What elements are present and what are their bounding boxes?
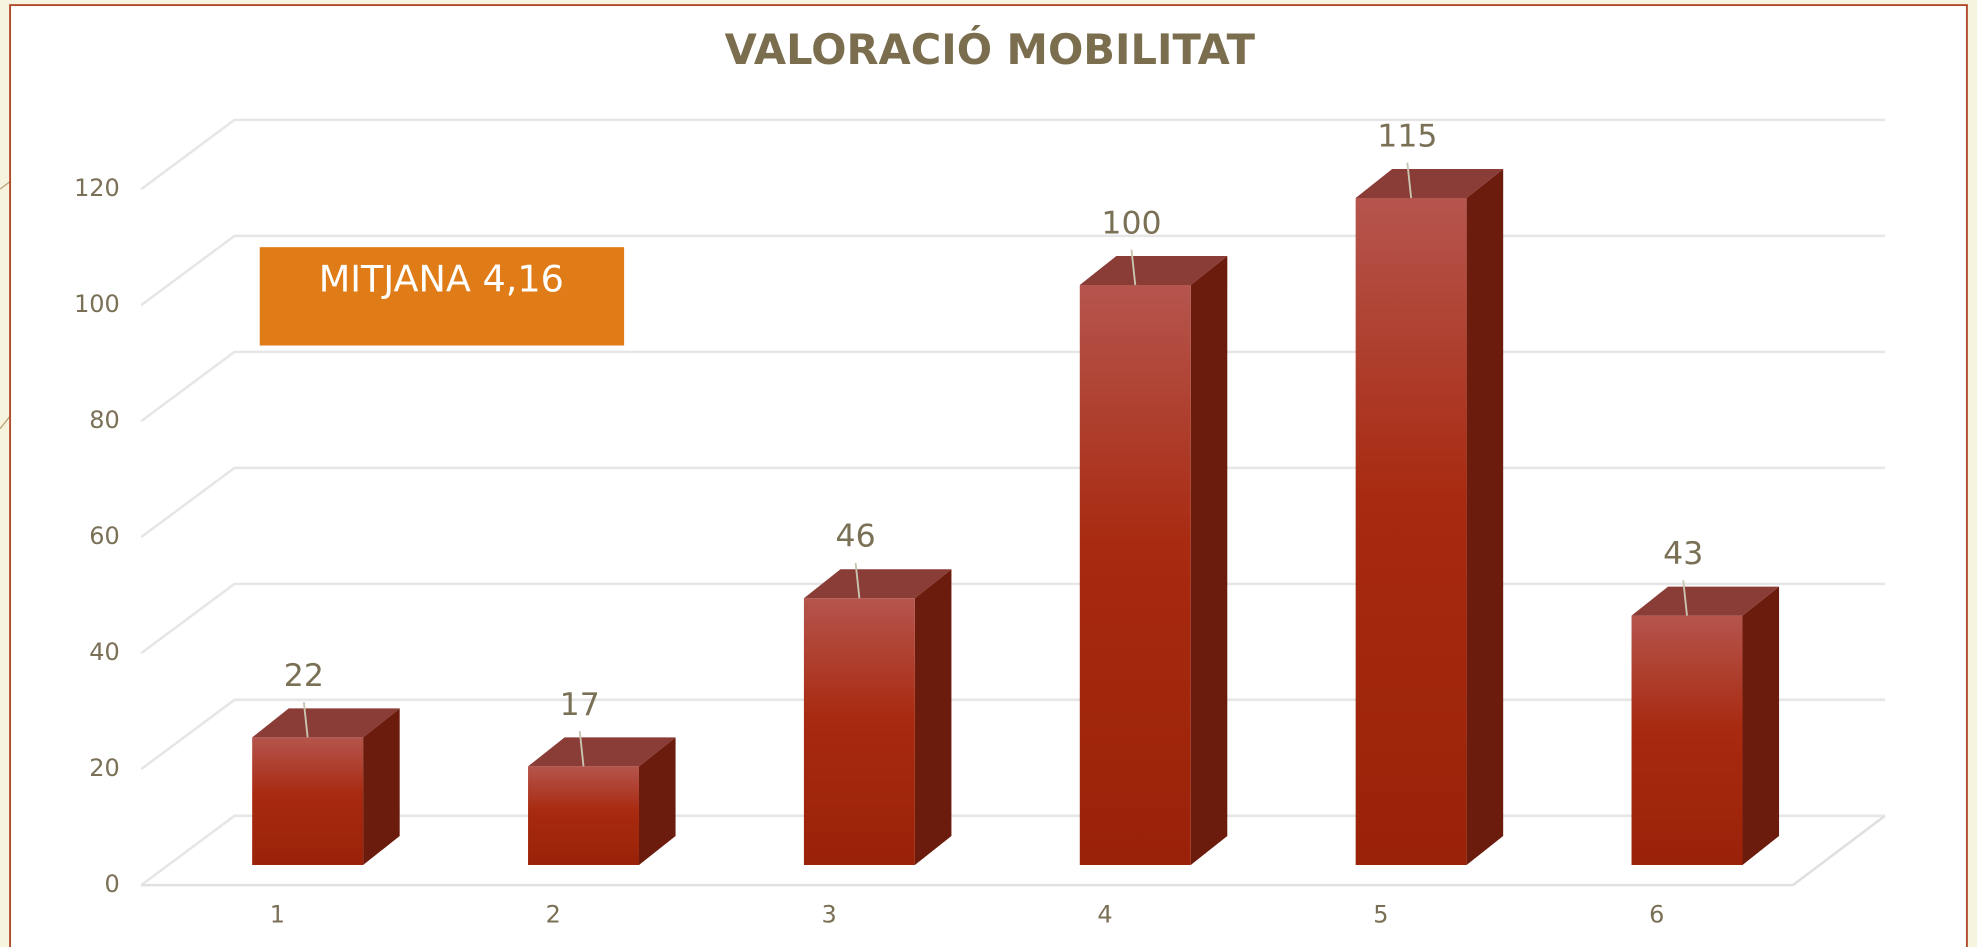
grid-line <box>140 118 1885 191</box>
bar <box>1631 615 1743 865</box>
data-label: 17 <box>560 687 600 723</box>
floor-line <box>1792 814 1886 887</box>
grid-line <box>140 234 1885 307</box>
decor <box>0 181 11 190</box>
bar-side <box>1190 256 1228 865</box>
bar <box>1079 285 1191 865</box>
chart-title: VALORACIÓ MOBILITAT <box>725 25 1256 74</box>
y-tick-label: 40 <box>89 638 119 666</box>
grid-line <box>140 814 1885 887</box>
leader-line <box>1406 162 1413 199</box>
bar-side <box>1742 586 1780 865</box>
bar-side <box>1466 169 1504 865</box>
bar-top <box>1631 586 1780 616</box>
annotation-box <box>259 247 625 346</box>
bar <box>1355 198 1467 865</box>
leader-line <box>302 701 309 738</box>
bar-side <box>638 737 676 865</box>
bar-side <box>363 708 400 865</box>
y-tick-label: 100 <box>74 290 120 318</box>
grid-line <box>140 350 1885 423</box>
bar-top <box>252 708 400 738</box>
data-label: 43 <box>1663 536 1703 572</box>
bar-top <box>528 737 676 767</box>
y-tick-label: 120 <box>74 174 120 202</box>
x-tick-label: 1 <box>270 900 285 928</box>
leader-line <box>854 562 861 599</box>
leader-line <box>578 730 585 767</box>
bar-side <box>914 569 952 865</box>
y-tick-label: 20 <box>89 754 119 782</box>
grid-line <box>140 466 1885 539</box>
grid-line <box>140 582 1885 655</box>
bar-top <box>1355 169 1504 199</box>
annotation: MITJANA 4,16 <box>319 258 564 301</box>
bar-top <box>803 569 952 599</box>
bar <box>803 598 915 865</box>
y-tick-label: 60 <box>89 522 119 550</box>
data-label: 46 <box>836 519 876 555</box>
x-tick-label: 3 <box>822 900 837 928</box>
data-label: 115 <box>1377 118 1437 154</box>
y-tick-label: 0 <box>105 870 120 898</box>
bar <box>528 766 639 865</box>
bar <box>252 737 364 865</box>
x-tick-label: 6 <box>1649 900 1664 928</box>
data-label: 22 <box>284 658 324 694</box>
leader-line <box>1130 249 1137 286</box>
x-tick-label: 5 <box>1373 900 1388 928</box>
bar-top <box>1079 256 1228 286</box>
data-label: 100 <box>1101 205 1161 241</box>
x-tick-label: 4 <box>1097 900 1112 928</box>
y-tick-label: 80 <box>89 406 119 434</box>
grid-line <box>140 698 1885 771</box>
x-tick-label: 2 <box>546 900 561 928</box>
decor <box>0 415 11 430</box>
leader-line <box>1682 580 1688 616</box>
